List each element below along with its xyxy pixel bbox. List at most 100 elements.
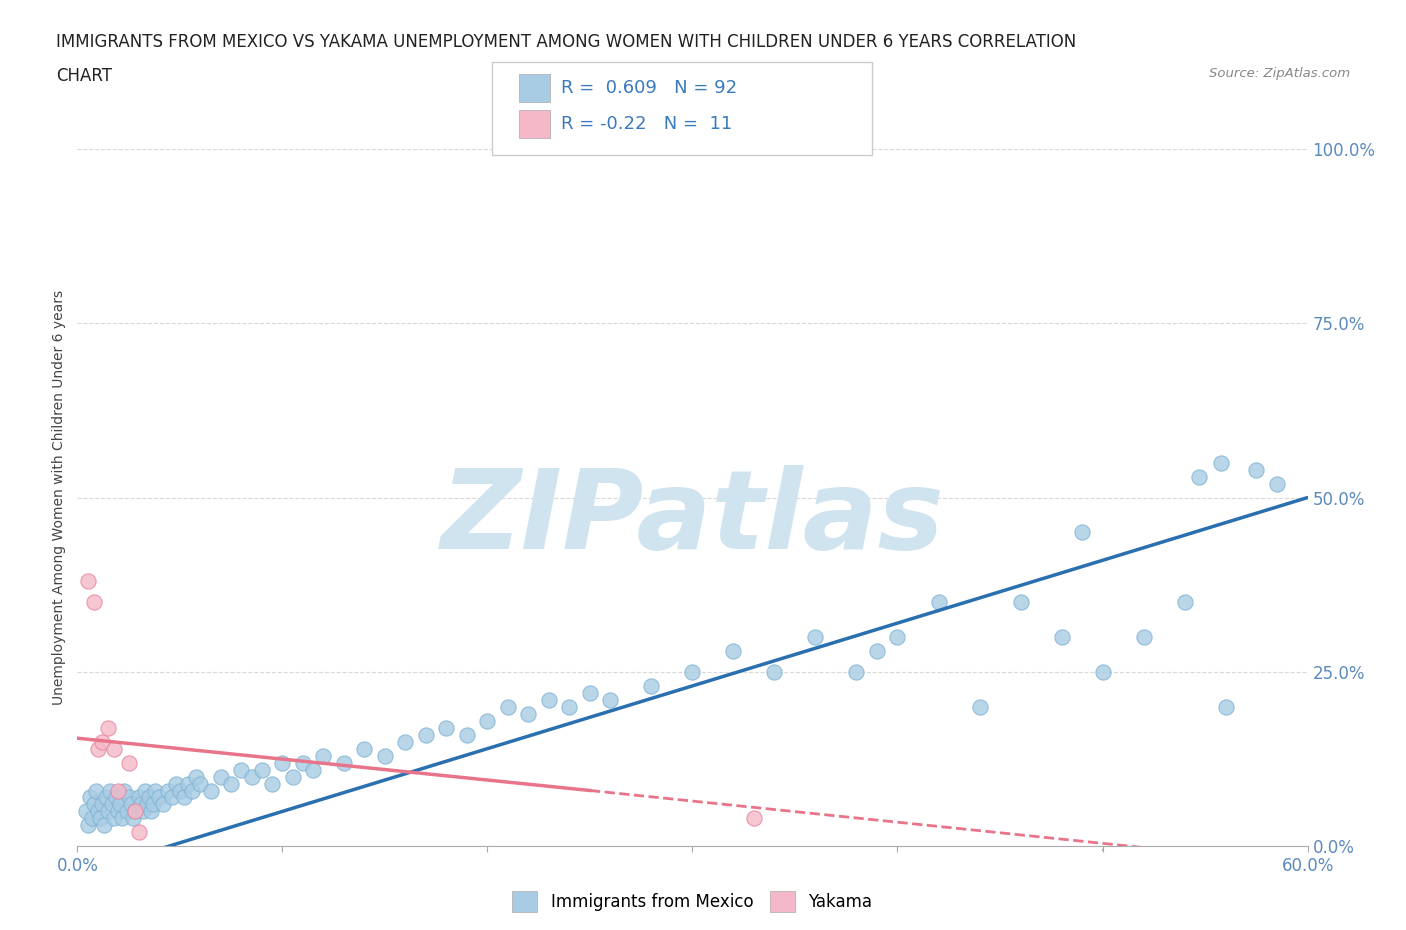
Point — [456, 727, 478, 742]
Point — [1265, 476, 1288, 491]
Point — [97, 720, 120, 735]
Point — [353, 741, 375, 756]
Point — [188, 776, 212, 790]
Point — [148, 790, 170, 805]
Point — [143, 783, 166, 798]
Y-axis label: Unemployment Among Women with Children Under 6 years: Unemployment Among Women with Children U… — [52, 290, 66, 705]
Point — [103, 741, 125, 756]
Point — [415, 727, 437, 742]
Point — [496, 699, 519, 714]
Point — [969, 699, 991, 714]
Point — [240, 769, 263, 784]
Point — [152, 797, 174, 812]
Point — [209, 769, 232, 784]
Point — [132, 804, 155, 819]
Point — [83, 797, 105, 812]
Point — [173, 790, 195, 805]
Point — [181, 783, 204, 798]
Point — [87, 741, 110, 756]
Point — [394, 735, 416, 750]
Point — [165, 776, 187, 790]
Point — [866, 644, 889, 658]
Text: IMMIGRANTS FROM MEXICO VS YAKAMA UNEMPLOYMENT AMONG WOMEN WITH CHILDREN UNDER 6 : IMMIGRANTS FROM MEXICO VS YAKAMA UNEMPLO… — [56, 33, 1077, 50]
Point — [160, 790, 183, 805]
Point — [87, 804, 110, 819]
Point — [117, 790, 139, 805]
Point — [90, 797, 114, 812]
Point — [291, 755, 314, 770]
Point — [124, 804, 146, 819]
Legend: Immigrants from Mexico, Yakama: Immigrants from Mexico, Yakama — [506, 884, 879, 918]
Point — [262, 776, 284, 790]
Point — [928, 595, 950, 610]
Point — [302, 763, 325, 777]
Point — [219, 776, 242, 790]
Point — [110, 797, 132, 812]
Point — [138, 790, 160, 805]
Point — [1071, 525, 1094, 540]
Point — [114, 783, 136, 798]
Point — [374, 748, 396, 763]
Point — [105, 790, 128, 805]
Text: CHART: CHART — [56, 67, 112, 85]
Point — [845, 665, 868, 680]
Point — [517, 707, 540, 722]
Point — [120, 797, 142, 812]
Point — [640, 679, 662, 694]
Point — [723, 644, 745, 658]
Point — [134, 783, 156, 798]
Point — [84, 783, 107, 798]
Point — [804, 630, 827, 644]
Point — [76, 574, 98, 589]
Point — [115, 804, 138, 819]
Point — [98, 783, 121, 798]
Point — [1215, 699, 1237, 714]
Point — [142, 797, 165, 812]
Point — [75, 804, 97, 819]
Point — [477, 713, 499, 728]
Point — [281, 769, 304, 784]
Point — [558, 699, 581, 714]
Text: Source: ZipAtlas.com: Source: ZipAtlas.com — [1209, 67, 1350, 80]
Point — [111, 811, 134, 826]
Point — [107, 783, 129, 798]
Point — [1211, 456, 1233, 471]
Point — [1132, 630, 1154, 644]
Point — [141, 804, 163, 819]
Point — [103, 811, 125, 826]
Point — [101, 797, 124, 812]
Point — [682, 665, 704, 680]
Point — [579, 685, 602, 700]
Point — [271, 755, 294, 770]
Point — [97, 804, 120, 819]
Point — [886, 630, 908, 644]
Point — [136, 797, 159, 812]
Point — [79, 790, 101, 805]
Point — [1188, 470, 1211, 485]
Point — [312, 748, 335, 763]
Point — [83, 595, 105, 610]
Point — [763, 665, 786, 680]
Point — [1246, 462, 1268, 477]
Point — [186, 769, 208, 784]
Text: ZIPatlas: ZIPatlas — [440, 465, 945, 572]
Point — [333, 755, 356, 770]
Point — [1091, 665, 1114, 680]
Point — [76, 818, 98, 833]
Point — [93, 818, 115, 833]
Point — [89, 811, 111, 826]
Point — [177, 776, 200, 790]
Point — [250, 763, 273, 777]
Point — [117, 755, 139, 770]
Point — [121, 811, 143, 826]
Point — [90, 735, 114, 750]
Point — [537, 692, 560, 708]
Point — [436, 720, 458, 735]
Point — [129, 797, 152, 812]
Point — [128, 825, 150, 840]
Point — [107, 804, 129, 819]
Point — [231, 763, 253, 777]
Point — [124, 804, 146, 819]
Point — [156, 783, 179, 798]
Text: R = -0.22   N =  11: R = -0.22 N = 11 — [561, 114, 733, 133]
